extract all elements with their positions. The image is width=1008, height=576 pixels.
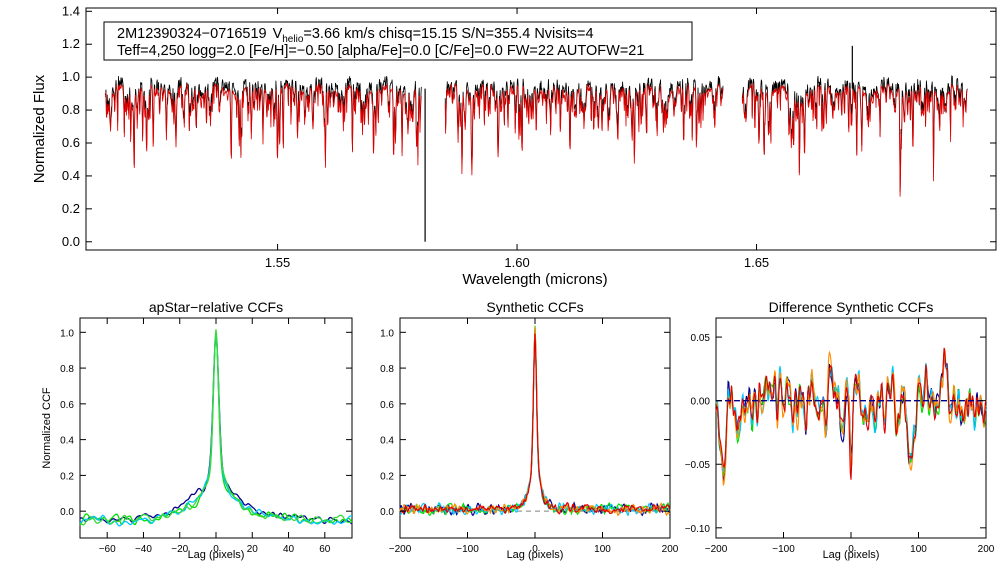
difference-ccf-traces bbox=[715, 347, 987, 486]
y-tick-label: 0.4 bbox=[62, 168, 80, 183]
x-tick-label: 0 bbox=[848, 544, 854, 555]
spectrum-traces bbox=[104, 45, 968, 242]
synthetic-ccf-xlabel: Lag (pixels) bbox=[507, 549, 564, 561]
x-tick-label: −200 bbox=[389, 544, 412, 555]
synthetic-ccf-title: Synthetic CCFs bbox=[486, 299, 583, 315]
info-box-frame bbox=[103, 21, 693, 61]
y-tick-label: 0.6 bbox=[62, 135, 80, 150]
x-tick-label: −20 bbox=[171, 544, 188, 555]
x-tick-label: 1.65 bbox=[744, 255, 769, 270]
y-tick-label: 0.8 bbox=[62, 102, 80, 117]
difference-ccf-title: Difference Synthetic CCFs bbox=[769, 299, 934, 315]
y-tick-label: 0.6 bbox=[380, 400, 394, 411]
difference-ccf-xlabel: Lag (pixels) bbox=[823, 549, 880, 561]
model-spectrum-segment bbox=[444, 83, 724, 176]
spectrum-plot-frame bbox=[85, 7, 997, 251]
x-tick-label: 1.55 bbox=[265, 255, 290, 270]
synthetic-ccf-line-synth-5 bbox=[399, 333, 671, 515]
info-v-sub: helio bbox=[282, 34, 304, 45]
x-tick-label: 0 bbox=[532, 544, 538, 555]
synthetic-ccf-axes: −200 −100 0 100 200 0.0 0.2 0.4 0.6 0.8 1.0 bbox=[380, 318, 679, 555]
x-tick-label: −200 bbox=[705, 544, 728, 555]
info-v-label: V bbox=[273, 26, 283, 42]
apstar-ccf-ylabel: Normalized CCF bbox=[41, 387, 53, 469]
y-tick-label: 0.00 bbox=[691, 397, 711, 408]
difference-ccf-panel: Difference Synthetic CCFs −200 −100 0 100 20… bbox=[685, 299, 995, 561]
x-tick-label: −100 bbox=[456, 544, 479, 555]
synthetic-ccf-line-synth-4 bbox=[399, 327, 671, 517]
difference-ccf-line-diff-5 bbox=[715, 347, 987, 480]
synthetic-ccf-line-synth-2 bbox=[399, 325, 671, 517]
apstar-ccf-title: apStar−relative CCFs bbox=[149, 299, 283, 315]
info-box: 2M12390324−0716519 Vhelio=3.66 km/s chisq… bbox=[103, 21, 693, 61]
x-tick-label: 200 bbox=[978, 544, 995, 555]
x-tick-label: 20 bbox=[247, 544, 259, 555]
y-tick-label: 0.8 bbox=[60, 364, 74, 375]
info-star-id: 2M12390324−0716519 bbox=[117, 26, 267, 42]
y-tick-label: 0.0 bbox=[380, 507, 394, 518]
x-tick-label: 0 bbox=[213, 544, 219, 555]
apstar-ccf-axes: −60 −40 −20 0 20 40 60 0.0 0.2 0.4 0.6 0.8 1.0 bbox=[60, 318, 352, 555]
synthetic-ccf-panel: Synthetic CCFs −200 −100 0 100 200 0.0 0.2 0.4 0… bbox=[380, 299, 679, 561]
x-tick-label: 1.60 bbox=[504, 255, 529, 270]
synthetic-ccf-line-synth-1 bbox=[399, 328, 671, 517]
y-tick-label: −0.10 bbox=[685, 524, 711, 535]
x-tick-label: −40 bbox=[135, 544, 152, 555]
y-tick-label: 1.0 bbox=[62, 69, 80, 84]
ccf-line-ccf-2 bbox=[79, 332, 353, 526]
y-tick-label: 1.2 bbox=[62, 36, 80, 51]
model-spectrum-segment bbox=[104, 82, 422, 169]
y-tick-label: 0.0 bbox=[62, 234, 80, 249]
x-tick-label: 40 bbox=[283, 544, 295, 555]
y-tick-label: 1.0 bbox=[380, 328, 394, 339]
spectrum-ylabel: Normalized Flux bbox=[31, 74, 48, 183]
info-v-rest: =3.66 km/s chisq=15.15 S/N=355.4 Nvisits… bbox=[303, 26, 593, 42]
apstar-ccf-traces bbox=[79, 329, 353, 527]
apstar-ccf-panel: apStar−relative CCFs −60 −40 −20 0 20 40 60 0.0… bbox=[41, 299, 353, 561]
y-tick-label: 0.4 bbox=[60, 436, 74, 447]
x-tick-label: 100 bbox=[910, 544, 927, 555]
difference-ccf-axes: −200 −100 0 100 200 −0.10 −0.05 0.00 0.05 bbox=[685, 318, 995, 555]
y-tick-label: 0.8 bbox=[380, 364, 394, 375]
info-line-2: Teff=4,250 logg=2.0 [Fe/H]=−0.50 [alpha/… bbox=[117, 43, 644, 59]
y-tick-label: 0.2 bbox=[380, 471, 394, 482]
ccf-line-ccf-3 bbox=[79, 331, 352, 527]
x-tick-label: −60 bbox=[99, 544, 116, 555]
apstar-ccf-xlabel: Lag (pixels) bbox=[188, 549, 245, 561]
y-tick-label: 1.0 bbox=[60, 328, 74, 339]
y-tick-label: 0.05 bbox=[691, 333, 711, 344]
x-tick-label: −100 bbox=[772, 544, 795, 555]
y-tick-label: 0.0 bbox=[60, 507, 74, 518]
y-tick-label: −0.05 bbox=[685, 460, 711, 471]
model-spectrum-segment bbox=[741, 83, 968, 197]
synthetic-ccf-line-synth-3 bbox=[399, 330, 671, 517]
y-tick-label: 1.4 bbox=[62, 3, 80, 18]
spectrum-panel: 1.55 1.60 1.65 0.0 0.2 0.4 0.6 0.8 1.0 1.2 1.4 2M1… bbox=[31, 3, 997, 288]
y-tick-label: 0.2 bbox=[62, 201, 80, 216]
x-tick-label: 60 bbox=[319, 544, 331, 555]
x-tick-label: 200 bbox=[662, 544, 679, 555]
spectrum-xlabel: Wavelength (microns) bbox=[462, 271, 607, 288]
synthetic-ccf-traces bbox=[399, 325, 671, 517]
ccf-line-ccf-1 bbox=[79, 334, 353, 525]
spectrum-axes: 1.55 1.60 1.65 0.0 0.2 0.4 0.6 0.8 1.0 1.2 1.4 bbox=[62, 3, 996, 270]
ccf-line-ccf-4 bbox=[79, 329, 353, 526]
y-tick-label: 0.2 bbox=[60, 471, 74, 482]
y-tick-label: 0.6 bbox=[60, 400, 74, 411]
x-tick-label: 100 bbox=[594, 544, 611, 555]
apstar-ccf-frame bbox=[79, 317, 353, 539]
info-line-1: 2M12390324−0716519 Vhelio=3.66 km/s chisq… bbox=[117, 26, 594, 45]
y-tick-label: 0.4 bbox=[380, 436, 394, 447]
